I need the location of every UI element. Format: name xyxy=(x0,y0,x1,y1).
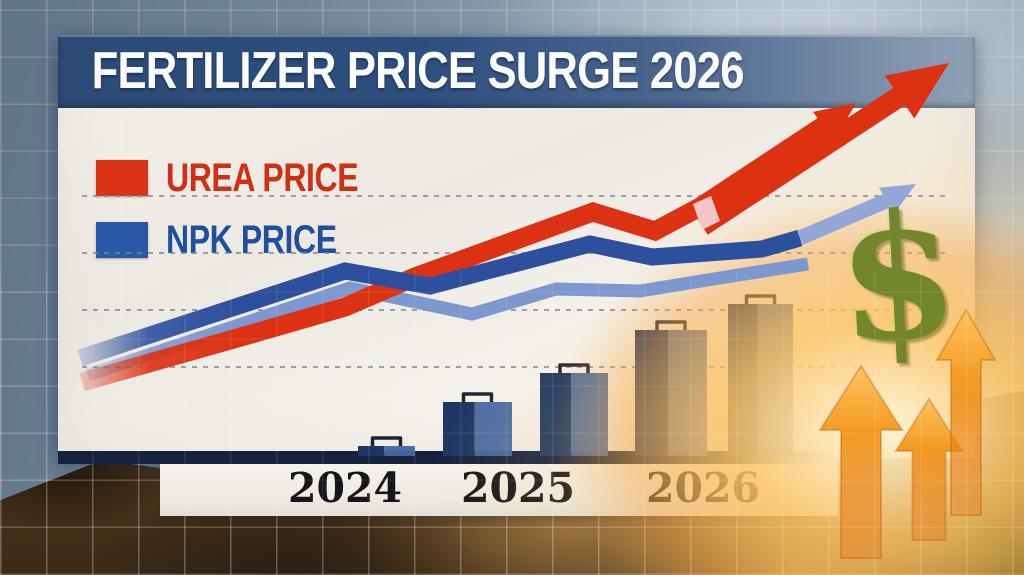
bar-handle-icon xyxy=(370,436,403,446)
chart-panel: FERTILIZER PRICE SURGE 2026 UREA PRICE N… xyxy=(58,35,975,458)
price-bar-dark-1 xyxy=(443,402,475,456)
chart-title: FERTILIZER PRICE SURGE 2026 xyxy=(91,42,745,100)
legend-item-npk: NPK PRICE xyxy=(96,218,379,262)
urea-legend-label: UREA PRICE xyxy=(166,155,359,200)
bar-handle-icon xyxy=(461,392,494,402)
urea-surge-arrow-arrowhead xyxy=(884,63,949,119)
price-bar-dark-0 xyxy=(358,446,385,456)
bar-handle-icon xyxy=(744,294,777,304)
price-bar-dark-4 xyxy=(728,304,758,456)
urea-price-line xyxy=(79,108,844,392)
urea-surge-arrow xyxy=(696,74,926,235)
npk-arrow-segment-arrowhead xyxy=(879,184,916,214)
x-label-2025: 2025 xyxy=(460,464,576,512)
arrow-overlap-highlight xyxy=(693,196,720,230)
price-bar-dark-3 xyxy=(635,330,669,456)
x-axis-label-strip: 2024 2025 2026 xyxy=(160,458,838,516)
growth-up-arrow-icon-0 xyxy=(818,364,904,559)
foreground-grid-overlay xyxy=(0,270,1024,575)
price-bar-light-4 xyxy=(757,304,793,456)
x-label-2024: 2024 xyxy=(287,464,403,512)
bar-handle-icon xyxy=(558,363,590,373)
npk-price-echo-line xyxy=(85,257,810,382)
price-bar-dark-2 xyxy=(540,373,572,456)
urea-price-line-arrowhead xyxy=(813,103,856,142)
price-bar-light-2 xyxy=(571,373,608,456)
urea-legend-swatch xyxy=(96,160,148,196)
x-label-2026: 2026 xyxy=(645,464,761,512)
price-bar-light-0 xyxy=(384,446,415,456)
x-axis-bar xyxy=(58,451,840,464)
npk-legend-label: NPK PRICE xyxy=(166,217,337,262)
chart-header-banner: FERTILIZER PRICE SURGE 2026 xyxy=(58,35,975,108)
legend-item-urea: UREA PRICE xyxy=(96,156,406,200)
npk-price-line xyxy=(77,229,803,367)
npk-legend-swatch xyxy=(96,222,148,258)
price-bar-light-3 xyxy=(668,330,707,456)
dollar-sign-icon: $ xyxy=(832,173,963,382)
bar-handle-icon xyxy=(655,320,687,330)
growth-up-arrow-icon-2 xyxy=(935,308,997,516)
npk-arrow-segment xyxy=(797,194,891,245)
price-bar-light-1 xyxy=(474,402,512,456)
growth-up-arrow-icon-1 xyxy=(894,397,964,541)
